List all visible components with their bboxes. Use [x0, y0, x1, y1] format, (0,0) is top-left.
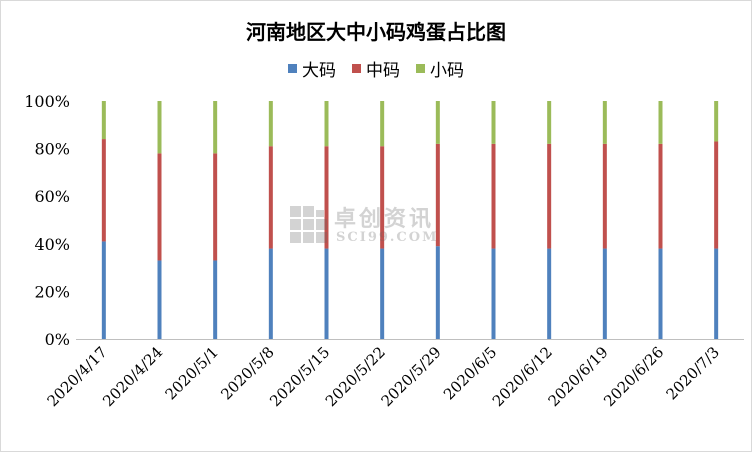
y-tick-label: 80% — [34, 140, 70, 159]
x-tick-label: 2020/4/24 — [99, 343, 166, 410]
bar-segment-small — [101, 101, 106, 140]
bar-segment-medium — [547, 143, 552, 249]
legend-item-small: 小码 — [416, 56, 464, 81]
watermark-text-cn: 卓创资讯 — [334, 207, 435, 232]
bar-segment-large — [658, 248, 663, 339]
bar-segment-small — [213, 101, 218, 154]
bar-segment-large — [714, 248, 719, 339]
bar-segment-large — [324, 248, 329, 339]
legend-swatch-small — [416, 64, 425, 73]
bar-segment-medium — [380, 146, 385, 249]
bar-segment-small — [435, 101, 440, 144]
y-tick-label: 20% — [34, 282, 70, 301]
legend-item-large: 大码 — [288, 56, 336, 81]
bar-segment-small — [157, 101, 162, 154]
legend-label-large: 大码 — [302, 61, 336, 81]
bar-segment-large — [491, 248, 496, 339]
y-tick-label: 60% — [34, 187, 70, 206]
bar-segment-small — [658, 101, 663, 144]
bar-segment-large — [435, 246, 440, 339]
bar-segment-large — [602, 248, 607, 339]
bar-segment-medium — [435, 143, 440, 247]
bar-segment-medium — [324, 146, 329, 249]
x-tick-label: 2020/7/3 — [663, 343, 723, 403]
y-tick-label: 40% — [34, 235, 70, 254]
bar-segment-small — [602, 101, 607, 144]
legend-swatch-medium — [352, 64, 361, 73]
bar-segment-small — [268, 101, 273, 147]
bar-segment-large — [101, 241, 106, 339]
bar-segment-large — [380, 248, 385, 339]
bar-segment-large — [268, 248, 273, 339]
x-tick-label: 2020/6/26 — [600, 343, 667, 410]
x-tick-label: 2020/5/29 — [378, 343, 445, 410]
sci99-logo-icon — [290, 206, 327, 243]
bar-segment-medium — [658, 143, 663, 249]
chart-legend: 大码 中码 小码 — [0, 56, 752, 81]
legend-swatch-large — [288, 64, 297, 73]
legend-label-medium: 中码 — [366, 61, 400, 81]
bar-segment-medium — [213, 153, 218, 261]
bar-segment-small — [714, 101, 719, 142]
legend-item-medium: 中码 — [352, 56, 400, 81]
chart-title: 河南地区大中小码鸡蛋占比图 — [246, 20, 506, 44]
bar-segment-large — [157, 260, 162, 339]
bar-segment-medium — [157, 153, 162, 261]
bar-segment-large — [213, 260, 218, 339]
bar-segment-small — [491, 101, 496, 144]
y-tick-label: 0% — [45, 330, 70, 349]
bar-segment-medium — [491, 143, 496, 249]
bar-segment-small — [380, 101, 385, 147]
watermark-text-en: SCI99.COM — [336, 230, 439, 245]
bar-segment-medium — [268, 146, 273, 249]
y-tick-label: 100% — [24, 92, 70, 111]
bar-segment-large — [547, 248, 552, 339]
bar-segment-medium — [714, 141, 719, 249]
bar-segment-medium — [602, 143, 607, 249]
bar-segment-small — [324, 101, 329, 147]
bar-segment-small — [547, 101, 552, 144]
x-tick-label: 2020/5/1 — [162, 343, 222, 403]
legend-label-small: 小码 — [430, 61, 464, 81]
bar-segment-medium — [101, 139, 106, 242]
